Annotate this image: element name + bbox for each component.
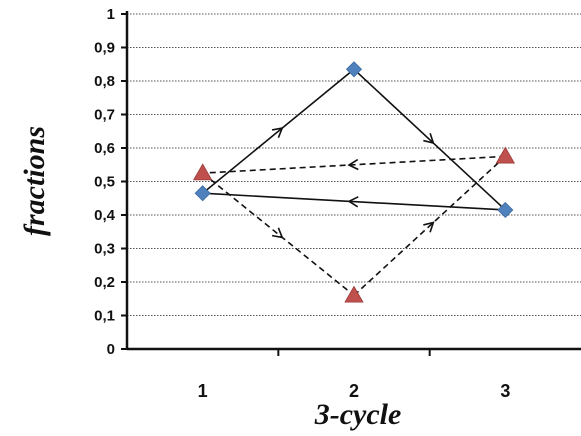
series-2-triangle-marker xyxy=(495,146,516,164)
y-tick-label: 0,7 xyxy=(94,107,115,124)
series-1-diamond-marker xyxy=(194,185,211,202)
axes xyxy=(121,11,581,356)
y-tick-label: 0,9 xyxy=(94,40,115,57)
series-2-triangle-marker xyxy=(344,285,364,303)
series-1-segment xyxy=(202,192,506,211)
series-2-triangle-marker xyxy=(192,163,213,181)
y-tick-label: 0,3 xyxy=(94,241,115,258)
series-markers xyxy=(192,61,516,303)
series-2-segment xyxy=(202,172,355,297)
y-tick-labels: 0 0,1 0,2 0,3 0,4 0,5 0,6 0,7 0,8 0,9 1 xyxy=(94,6,116,358)
x-tick-label: 3 xyxy=(500,381,510,401)
x-tick-label: 1 xyxy=(198,381,208,401)
x-tick-labels: 1 2 3 xyxy=(198,381,511,401)
y-tick-label: 0,1 xyxy=(94,308,115,325)
series-2-segment xyxy=(353,155,506,296)
y-tick-label: 0,4 xyxy=(94,207,116,224)
series-2-segment xyxy=(202,155,506,174)
y-tick-label: 0 xyxy=(107,341,115,358)
x-tick-label: 2 xyxy=(349,381,359,401)
y-tick-label: 1 xyxy=(107,6,115,23)
series-1-segment xyxy=(202,68,355,194)
series-lines xyxy=(202,68,506,297)
y-tick-label: 0,8 xyxy=(94,73,115,90)
y-tick-label: 0,5 xyxy=(94,174,115,191)
y-tick-label: 0,6 xyxy=(94,140,115,157)
series-1-segment xyxy=(353,68,506,211)
series-1-diamond-marker xyxy=(345,61,363,78)
x-axis-title: 3-cycle xyxy=(314,398,402,431)
y-tick-label: 0,2 xyxy=(94,274,115,291)
y-axis-title: fractions xyxy=(18,126,51,236)
series-1-diamond-marker xyxy=(497,201,514,219)
